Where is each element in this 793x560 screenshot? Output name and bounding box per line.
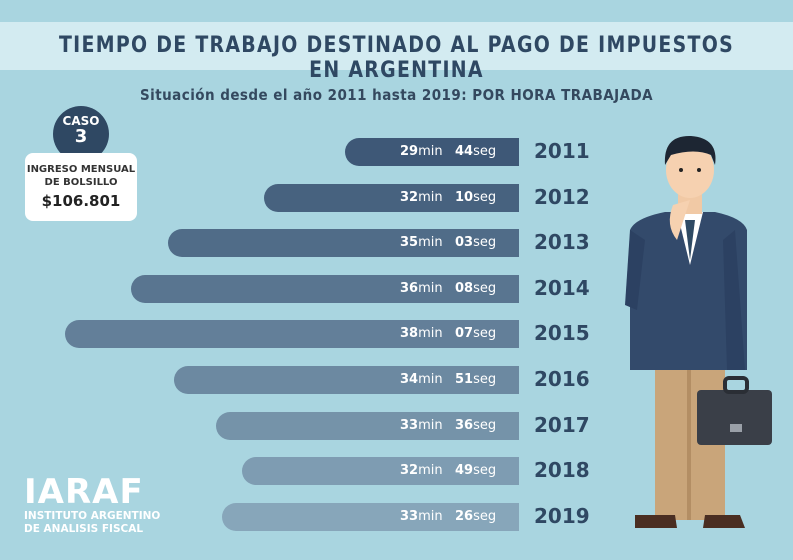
bar-label-2011: 29min 44seg xyxy=(400,138,496,166)
minutes-unit: min xyxy=(418,326,443,342)
year-label-2019: 2019 xyxy=(534,503,590,528)
bar-label-2016: 34min 51seg xyxy=(400,366,496,394)
seconds-value: 03 xyxy=(455,235,474,251)
bar-label-2013: 35min 03seg xyxy=(400,229,496,257)
seconds-value: 51 xyxy=(455,372,474,387)
year-label-2018: 2018 xyxy=(534,458,590,483)
seconds-unit: seg xyxy=(473,463,497,479)
income-label: INGRESO MENSUAL DE BOLSILLO xyxy=(26,164,136,188)
bar-label-2015: 38min 07seg xyxy=(400,320,496,348)
seconds-unit: seg xyxy=(473,372,497,387)
minutes-value: 36 xyxy=(400,280,419,296)
bar-2015 xyxy=(65,320,519,349)
year-label-2015: 2015 xyxy=(534,321,590,346)
minutes-value: 38 xyxy=(400,326,419,342)
minutes-unit: min xyxy=(418,508,443,524)
iaraf-logo: IARAF INSTITUTO ARGENTINO DE ANALISIS FI… xyxy=(24,474,160,536)
case-badge: CASO 3 xyxy=(53,106,109,162)
bar-2014 xyxy=(131,274,519,303)
year-label-2013: 2013 xyxy=(534,230,590,255)
minutes-unit: min xyxy=(418,280,443,296)
bar-2019 xyxy=(221,502,519,531)
case-label: CASO xyxy=(62,114,100,128)
logo-line-2: DE ANALISIS FISCAL xyxy=(24,523,144,535)
logo-wordmark: IARAF xyxy=(24,472,144,512)
bar-2018 xyxy=(242,457,519,486)
minutes-value: 32 xyxy=(400,463,419,479)
seconds-unit: seg xyxy=(473,508,497,524)
minutes-value: 34 xyxy=(400,372,419,387)
minutes-value: 35 xyxy=(400,235,419,251)
minutes-unit: min xyxy=(418,144,443,159)
subtitle: Situación desde el año 2011 hasta 2019: … xyxy=(139,86,654,104)
income-card: INGRESO MENSUAL DE BOLSILLO $106.801 xyxy=(25,153,137,221)
minutes-value: 33 xyxy=(400,417,419,433)
seconds-value: 08 xyxy=(455,280,474,296)
seconds-value: 36 xyxy=(455,417,474,433)
bar-2016 xyxy=(174,366,519,394)
bar-2011 xyxy=(345,138,519,166)
seconds-unit: seg xyxy=(473,235,497,251)
minutes-unit: min xyxy=(418,372,443,387)
seconds-value: 49 xyxy=(455,463,474,479)
seconds-unit: seg xyxy=(473,417,497,433)
year-label-2014: 2014 xyxy=(534,275,590,300)
title-band xyxy=(0,22,793,70)
year-label-2016: 2016 xyxy=(534,367,590,391)
year-label-2012: 2012 xyxy=(534,184,590,209)
minutes-unit: min xyxy=(418,463,443,479)
minutes-value: 32 xyxy=(400,189,419,205)
page-title: TIEMPO DE TRABAJO DESTINADO AL PAGO DE I… xyxy=(58,33,735,83)
minutes-unit: min xyxy=(418,189,443,205)
minutes-unit: min xyxy=(418,235,443,251)
bar-label-2017: 33min 36seg xyxy=(400,412,496,440)
year-label-2011: 2011 xyxy=(534,139,590,163)
bar-2012 xyxy=(263,183,519,212)
year-label-2017: 2017 xyxy=(534,412,590,437)
seconds-unit: seg xyxy=(473,280,497,296)
seconds-value: 10 xyxy=(455,189,474,205)
seconds-unit: seg xyxy=(473,144,497,159)
seconds-unit: seg xyxy=(473,326,497,342)
logo-line-1: INSTITUTO ARGENTINO xyxy=(24,510,161,522)
bar-label-2012: 32min 10seg xyxy=(400,184,496,212)
businessman-illustration xyxy=(625,135,772,528)
case-number: 3 xyxy=(74,126,88,147)
seconds-value: 44 xyxy=(455,144,474,159)
bar-2017 xyxy=(216,411,519,440)
seconds-value: 26 xyxy=(455,508,474,524)
bar-label-2018: 32min 49seg xyxy=(400,457,496,485)
income-value: $106.801 xyxy=(41,192,121,210)
minutes-unit: min xyxy=(418,417,443,433)
seconds-unit: seg xyxy=(473,189,497,205)
seconds-value: 07 xyxy=(455,326,474,342)
bar-2013 xyxy=(167,229,519,258)
minutes-value: 29 xyxy=(400,144,419,159)
bar-label-2019: 33min 26seg xyxy=(400,503,496,531)
minutes-value: 33 xyxy=(400,508,419,524)
bar-label-2014: 36min 08seg xyxy=(400,275,496,303)
